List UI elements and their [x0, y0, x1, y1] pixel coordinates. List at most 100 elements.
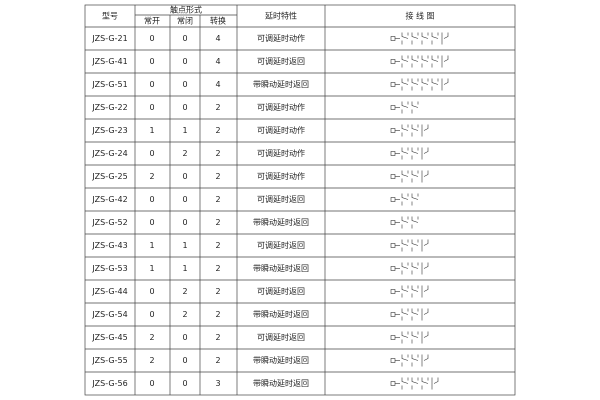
contact-symbol: [441, 32, 449, 45]
contact-symbol: [401, 78, 409, 91]
coil-symbol: [390, 197, 396, 202]
table-cell: JZS-G-25: [91, 172, 127, 181]
contact-symbol: [411, 124, 419, 137]
contact-symbol: [421, 78, 429, 91]
table-cell: 4: [215, 57, 220, 66]
table-cell: 0: [182, 57, 187, 66]
contact-symbol: [421, 262, 429, 275]
contact-symbol: [401, 216, 409, 229]
coil-symbol: [390, 266, 396, 271]
header-cell: 型号: [102, 12, 118, 21]
table-cell: JZS-G-51: [91, 80, 127, 89]
contact-symbol: [421, 308, 429, 321]
contact-symbol: [411, 354, 419, 367]
table-cell: 2: [215, 195, 220, 204]
table-border: [84, 4, 516, 396]
table-cell: 0: [149, 80, 154, 89]
table-cell: 2: [182, 149, 187, 158]
table-cell: 可调延时动作: [257, 102, 305, 112]
table-cell: JZS-G-54: [91, 310, 127, 319]
contact-symbol: [411, 55, 419, 68]
table-cell: 2: [215, 241, 220, 250]
table-cell: JZS-G-22: [91, 103, 127, 112]
table-cell: 2: [215, 333, 220, 342]
coil-symbol: [390, 105, 396, 110]
table-cell: 0: [182, 80, 187, 89]
coil-symbol: [390, 151, 396, 156]
coil-symbol: [390, 220, 396, 225]
table-cell: 0: [182, 218, 187, 227]
table-cell: 4: [215, 80, 220, 89]
table-cell: 2: [215, 287, 220, 296]
table-cell: 可调延时动作: [257, 171, 305, 181]
table-cell: 0: [149, 34, 154, 43]
coil-symbol: [390, 335, 396, 340]
table-cell: 0: [182, 34, 187, 43]
table-cell: 4: [215, 34, 220, 43]
table-cell: JZS-G-53: [91, 264, 127, 273]
table-cell: 2: [149, 356, 154, 365]
contact-symbol: [421, 147, 429, 160]
contact-symbol: [401, 193, 409, 206]
table-cell: 2: [182, 287, 187, 296]
table-cell: 带瞬动延时返回: [253, 309, 309, 319]
contact-symbol: [431, 78, 439, 91]
table-cell: 2: [215, 172, 220, 181]
contact-symbol: [401, 331, 409, 344]
table-cell: 可调延时动作: [257, 125, 305, 135]
contact-symbol: [431, 55, 439, 68]
contact-symbol: [411, 262, 419, 275]
contact-symbol: [411, 377, 419, 390]
table-cell: 0: [149, 379, 154, 388]
contact-symbol: [401, 170, 409, 183]
contact-symbol: [401, 32, 409, 45]
table-cell: JZS-G-41: [91, 57, 127, 66]
contact-symbol: [411, 216, 419, 229]
contact-symbol: [431, 32, 439, 45]
table-cell: JZS-G-43: [91, 241, 127, 250]
table-cell: 带瞬动延时返回: [253, 355, 309, 365]
table-cell: 可调延时返回: [257, 194, 305, 204]
table-cell: JZS-G-23: [91, 126, 127, 135]
table-cell: 1: [182, 126, 187, 135]
table-cell: 可调延时返回: [257, 332, 305, 342]
table-cell: 0: [149, 310, 154, 319]
contact-symbol: [401, 124, 409, 137]
table-cell: 2: [215, 356, 220, 365]
contact-symbol: [441, 78, 449, 91]
contact-symbol: [411, 193, 419, 206]
contact-symbol: [411, 308, 419, 321]
table-cell: 0: [149, 195, 154, 204]
header-cell: 触点形式: [170, 5, 202, 15]
table-cell: 可调延时动作: [257, 33, 305, 43]
table-cell: JZS-G-55: [91, 356, 127, 365]
table-cell: 1: [182, 241, 187, 250]
contact-symbol: [421, 239, 429, 252]
table-cell: 2: [215, 149, 220, 158]
contact-symbol: [431, 377, 439, 390]
table-cell: 带瞬动延时返回: [253, 263, 309, 273]
contact-symbol: [401, 354, 409, 367]
header-cell: 常闭: [177, 17, 193, 26]
table-cell: 可调延时返回: [257, 56, 305, 66]
coil-symbol: [390, 381, 396, 386]
table-cell: 2: [215, 126, 220, 135]
table-cell: 1: [149, 241, 154, 250]
table-cell: 0: [149, 57, 154, 66]
header-cell: 延时特性: [265, 11, 297, 21]
table-cell: 0: [149, 103, 154, 112]
table-cell: 0: [149, 218, 154, 227]
table-cell: 1: [149, 126, 154, 135]
table-cell: 2: [215, 103, 220, 112]
contact-symbol: [401, 377, 409, 390]
contact-symbol: [421, 377, 429, 390]
table-cell: 1: [182, 264, 187, 273]
contact-symbol: [411, 101, 419, 114]
coil-symbol: [390, 59, 396, 64]
contact-symbol: [411, 170, 419, 183]
coil-symbol: [390, 243, 396, 248]
table-cell: JZS-G-24: [91, 149, 127, 158]
contact-symbol: [401, 55, 409, 68]
table-cell: 1: [149, 264, 154, 273]
